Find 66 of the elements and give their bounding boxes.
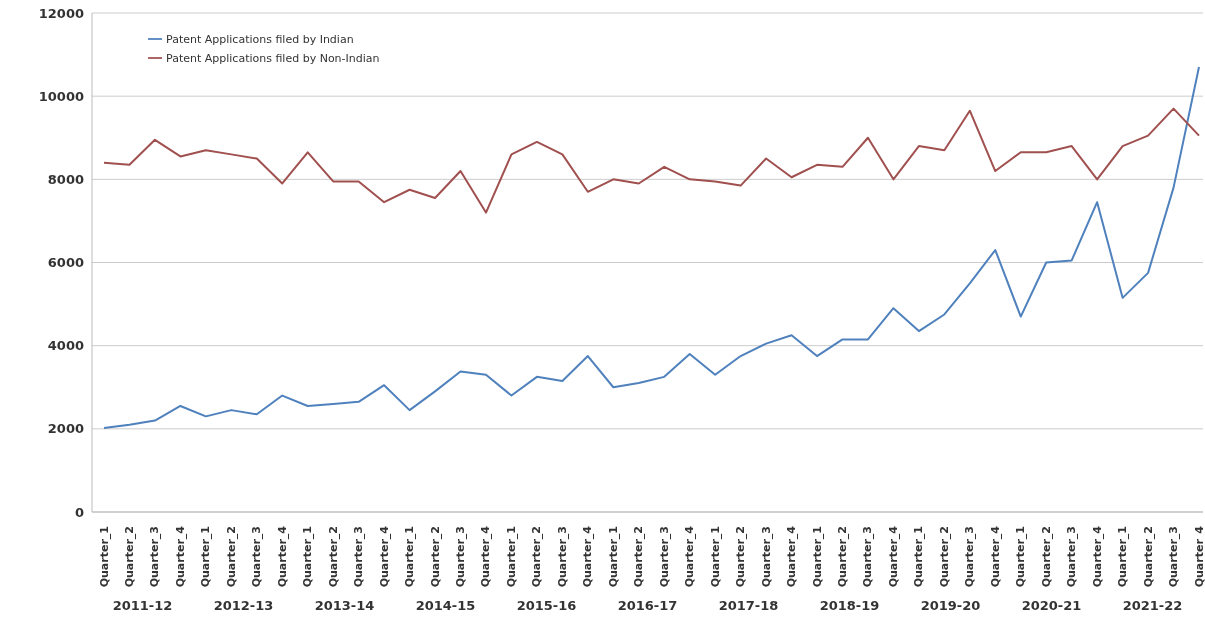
x-tick-label: Quarter_2	[835, 526, 849, 588]
x-tick-label: Quarter_4	[275, 525, 289, 588]
text: 2019-20	[919, 598, 982, 613]
x-tick-label: Quarter_4	[479, 525, 493, 588]
x-tick-label: Quarter_1	[912, 526, 926, 588]
x-tick-label: Quarter_1	[301, 526, 315, 588]
y-tick-label: 8000	[47, 171, 84, 187]
text: 2017-18	[717, 598, 780, 613]
y-tick-label: 10000	[38, 88, 84, 104]
x-tick-label: Quarter_4	[683, 525, 697, 588]
text: 2016-17	[616, 598, 679, 613]
text: 2015-16	[515, 598, 578, 613]
text: 2011-12	[111, 598, 174, 613]
line-series	[103, 66, 1200, 429]
text: 2014-15	[414, 598, 477, 613]
x-tick-label: Quarter_1	[810, 526, 824, 588]
legend-label: Patent Applications filed by Indian	[166, 33, 354, 46]
x-tick-label: Quarter_1	[403, 526, 417, 588]
x-tick-label: Quarter_3	[148, 526, 162, 588]
x-tick-label: Quarter_3	[759, 526, 773, 588]
x-tick-label: Quarter_3	[1065, 526, 1079, 588]
x-tick-label: Quarter_3	[861, 526, 875, 588]
x-tick-label: Quarter_2	[632, 526, 646, 588]
x-tick-label: Quarter_4	[173, 525, 187, 588]
x-tick-label: Quarter_3	[963, 526, 977, 588]
y-tick-label: 4000	[47, 338, 84, 354]
y-tick-label: 6000	[47, 255, 84, 271]
x-tick-label: Quarter_1	[1014, 526, 1028, 588]
x-tick-label: Quarter_1	[708, 526, 722, 588]
text: 2018-19	[818, 598, 881, 613]
x-tick-label: Quarter_4	[581, 525, 595, 588]
x-tick-label: Quarter_3	[555, 526, 569, 588]
x-tick-label: Quarter_2	[937, 526, 951, 588]
x-tick-label: Quarter_4	[1090, 525, 1104, 588]
y-tick-label: 12000	[38, 5, 84, 21]
x-tick-label: Quarter_4	[785, 525, 799, 588]
y-tick-label: 0	[74, 504, 84, 520]
x-tick-label: Quarter_2	[1039, 526, 1053, 588]
x-tick-label: Quarter_3	[1167, 526, 1181, 588]
x-tick-label: Quarter_2	[530, 526, 544, 588]
x-tick-label: Quarter_3	[250, 526, 264, 588]
x-tick-label: Quarter_1	[504, 526, 518, 588]
legend-label: Patent Applications filed by Non-Indian	[166, 52, 380, 65]
x-tick-label: Quarter_4	[988, 525, 1002, 588]
x-tick-label: Quarter_3	[657, 526, 671, 588]
x-tick-label: Quarter_1	[97, 526, 111, 588]
x-tick-label: Quarter_4	[377, 525, 391, 588]
x-tick-label: Quarter_2	[428, 526, 442, 588]
y-tick-label: 2000	[47, 421, 84, 437]
x-tick-label: Quarter_2	[326, 526, 340, 588]
text: 2012-13	[212, 598, 275, 613]
text: 2020-21	[1020, 598, 1083, 613]
x-tick-label: Quarter_1	[199, 526, 213, 588]
x-tick-label: Quarter_2	[224, 526, 238, 588]
x-tick-label: Quarter_4	[886, 525, 900, 588]
x-tick-label: Quarter_1	[606, 526, 620, 588]
x-tick-label: Quarter_4	[1192, 525, 1205, 588]
x-tick-label: Quarter_3	[352, 526, 366, 588]
x-tick-label: Quarter_1	[1116, 526, 1130, 588]
text: 2021-22	[1121, 598, 1184, 613]
text: 2013-14	[313, 598, 376, 613]
x-tick-label: Quarter_2	[734, 526, 748, 588]
x-tick-label: Quarter_2	[122, 526, 136, 588]
x-tick-label: Quarter_3	[454, 526, 468, 588]
line-series	[103, 107, 1200, 214]
x-tick-label: Quarter_2	[1141, 526, 1155, 588]
